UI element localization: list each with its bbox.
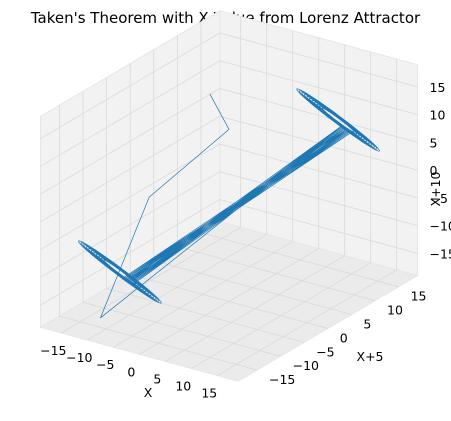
x-axis-label: X — [144, 385, 153, 400]
x-tick-label: 15 — [201, 386, 217, 401]
axes-panes — [41, 11, 418, 381]
z-tick-label: 5 — [430, 135, 438, 150]
z-tick-label: −15 — [430, 246, 451, 261]
z-tick-label: 10 — [430, 108, 446, 123]
y-tick-label: −5 — [316, 344, 334, 359]
y-tick-label: −10 — [293, 358, 319, 373]
z-axis-label: X+10 — [428, 171, 443, 206]
x-tick-label: 10 — [175, 379, 191, 394]
y-tick-label: −15 — [269, 372, 295, 387]
y-axis-label: X+5 — [357, 349, 384, 364]
x-tick-label: 0 — [127, 364, 135, 379]
z-tick-label: 15 — [430, 80, 446, 95]
y-tick-label: 5 — [363, 317, 371, 332]
x-tick-label: −15 — [40, 343, 66, 358]
z-tick-label: −10 — [430, 219, 451, 234]
y-tick-label: 15 — [411, 289, 427, 304]
y-tick-label: 0 — [340, 330, 348, 345]
x-tick-label: 5 — [153, 371, 161, 386]
y-tick-label: 10 — [387, 303, 403, 318]
x-tick-label: −10 — [66, 350, 92, 365]
x-tick-label: −5 — [96, 357, 114, 372]
